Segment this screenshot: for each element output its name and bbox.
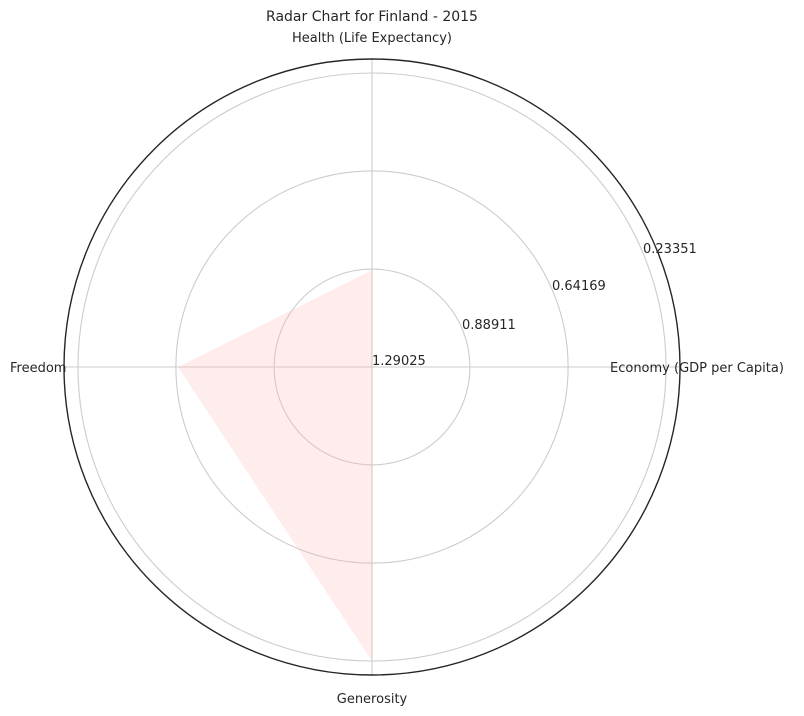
radial-tick-label: 0.64169 bbox=[552, 279, 606, 294]
radial-tick-label: 0.88911 bbox=[462, 318, 516, 333]
axis-label-health: Health (Life Expectancy) bbox=[292, 31, 452, 46]
series-area bbox=[177, 269, 372, 661]
data-layer bbox=[177, 269, 372, 661]
axis-label-freedom: Freedom bbox=[10, 361, 66, 376]
radial-tick-label: 1.29025 bbox=[372, 354, 426, 369]
polar-frame bbox=[63, 58, 681, 676]
chart-title: Radar Chart for Finland - 2015 bbox=[266, 9, 478, 25]
axis-label-generosity: Generosity bbox=[337, 692, 408, 707]
radar-spokes bbox=[64, 59, 680, 675]
axis-label-economy: Economy (GDP per Capita) bbox=[610, 361, 784, 376]
radial-tick-label: 0.23351 bbox=[643, 242, 697, 257]
radar-frame bbox=[63, 58, 681, 676]
